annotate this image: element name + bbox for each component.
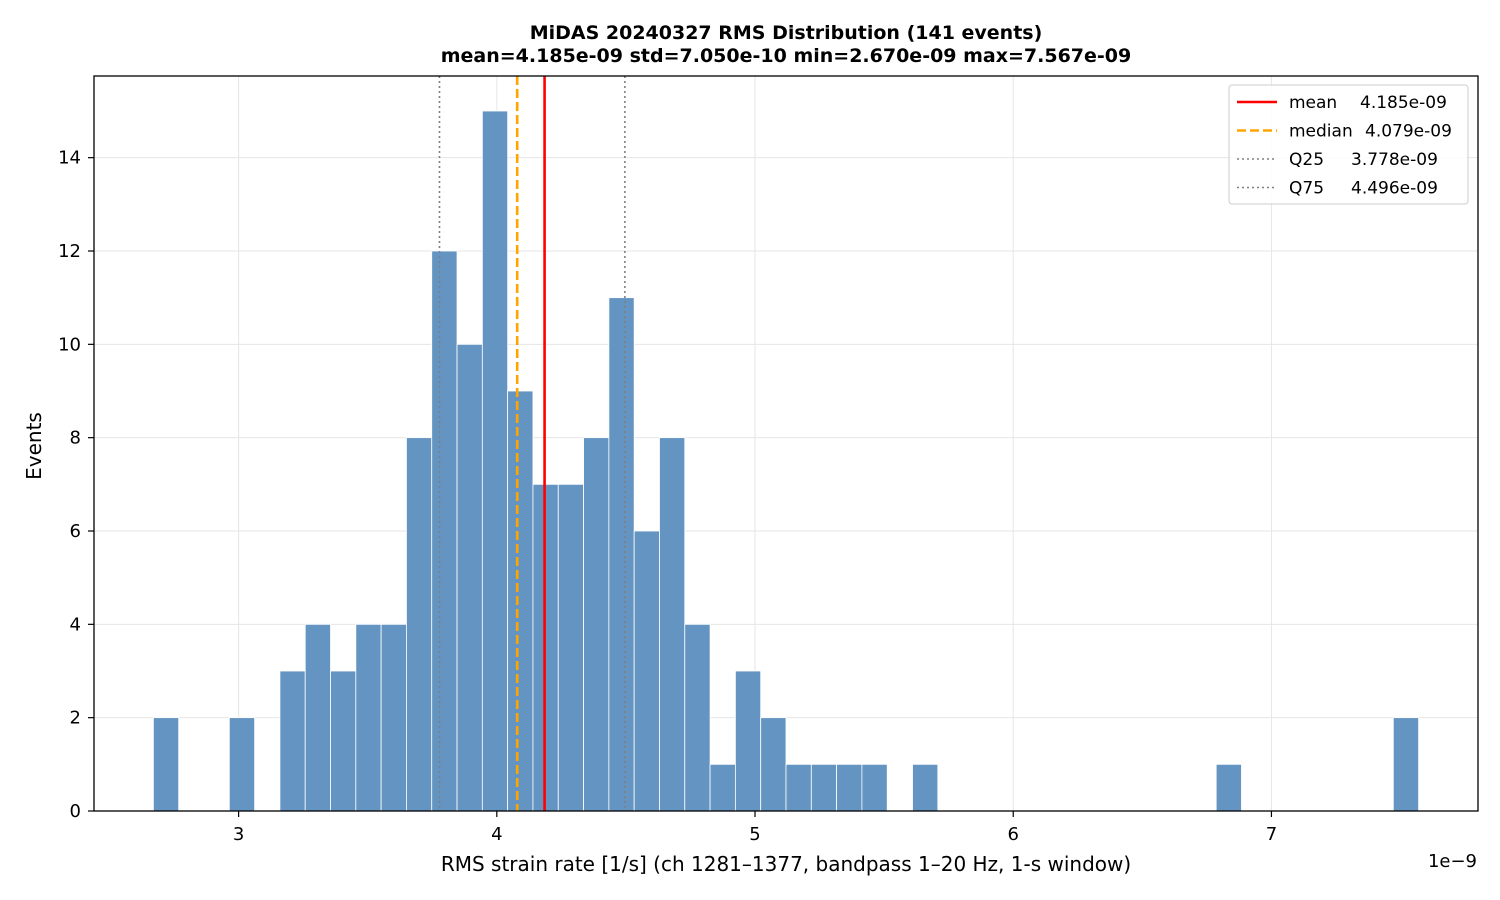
y-axis-ticks: 0 2 4 6 8 10 12 14	[58, 148, 94, 822]
histogram-bar	[734, 670, 762, 812]
x-tick-label: 3	[233, 824, 244, 845]
histogram-bar	[355, 623, 382, 812]
plot-frame	[93, 75, 1479, 812]
histogram-bar	[633, 530, 660, 812]
histogram-bar	[810, 763, 838, 812]
histogram-bar	[912, 763, 939, 812]
histogram-bar	[431, 250, 458, 812]
legend-value-median: 4.079e-09	[1365, 122, 1452, 142]
histogram-bar	[330, 670, 357, 812]
histogram-bar	[1215, 763, 1242, 812]
histogram-bar	[557, 483, 584, 812]
histogram-bar	[406, 437, 433, 812]
histogram-bar	[583, 437, 610, 812]
histogram-bars	[152, 110, 1420, 812]
histogram-bar	[456, 343, 483, 812]
legend-value-q25: 3.778e-09	[1351, 150, 1438, 170]
legend-value-mean: 4.185e-09	[1360, 93, 1447, 113]
x-axis-label: RMS strain rate [1/s] (ch 1281–1377, ban…	[441, 852, 1131, 876]
histogram-bar	[1392, 717, 1420, 812]
x-tick-label: 6	[1007, 824, 1018, 845]
histogram-bar	[861, 763, 888, 812]
x-axis-ticks: 3 4 5 6 7	[233, 811, 1277, 845]
histogram-bar	[380, 623, 407, 812]
y-tick-label: 4	[70, 614, 81, 635]
histogram-bar	[481, 110, 509, 812]
histogram-bar	[684, 623, 711, 812]
histogram-bar	[228, 717, 256, 812]
histogram-bar	[152, 717, 180, 812]
y-tick-label: 0	[70, 801, 81, 822]
histogram-bar	[608, 297, 635, 812]
legend-label-q25: Q25	[1289, 150, 1324, 170]
chart-title: MiDAS 20240327 RMS Distribution (141 eve…	[530, 22, 1043, 44]
y-axis-label: Events	[22, 412, 46, 480]
x-tick-label: 4	[491, 824, 502, 845]
statistic-lines	[438, 76, 626, 811]
histogram-bar	[760, 717, 787, 812]
legend-label-median: median	[1289, 122, 1353, 142]
y-tick-label: 12	[58, 241, 81, 262]
x-axis-offset-label: 1e−9	[1428, 851, 1477, 872]
y-tick-label: 2	[70, 708, 81, 729]
x-tick-label: 7	[1266, 824, 1277, 845]
legend-box	[1228, 84, 1469, 205]
legend-label-q75: Q75	[1289, 179, 1324, 199]
x-tick-label: 5	[749, 824, 760, 845]
histogram-bar	[709, 763, 736, 812]
legend-label-mean: mean	[1289, 93, 1337, 113]
chart-subtitle: mean=4.185e-09 std=7.050e-10 min=2.670e-…	[441, 45, 1132, 67]
histogram-bar	[659, 437, 686, 812]
legend: mean 4.185e-09 median 4.079e-09 Q25 3.778e-09…	[1228, 84, 1469, 205]
histogram-bar	[507, 390, 534, 812]
y-tick-label: 10	[58, 334, 81, 355]
histogram-bar	[836, 763, 863, 812]
histogram-bar	[279, 670, 306, 812]
histogram-bar	[785, 763, 812, 812]
histogram-bar	[304, 623, 331, 812]
y-tick-label: 6	[70, 521, 81, 542]
y-tick-label: 14	[58, 148, 81, 169]
legend-value-q75: 4.496e-09	[1351, 179, 1438, 199]
y-tick-label: 8	[70, 428, 81, 449]
